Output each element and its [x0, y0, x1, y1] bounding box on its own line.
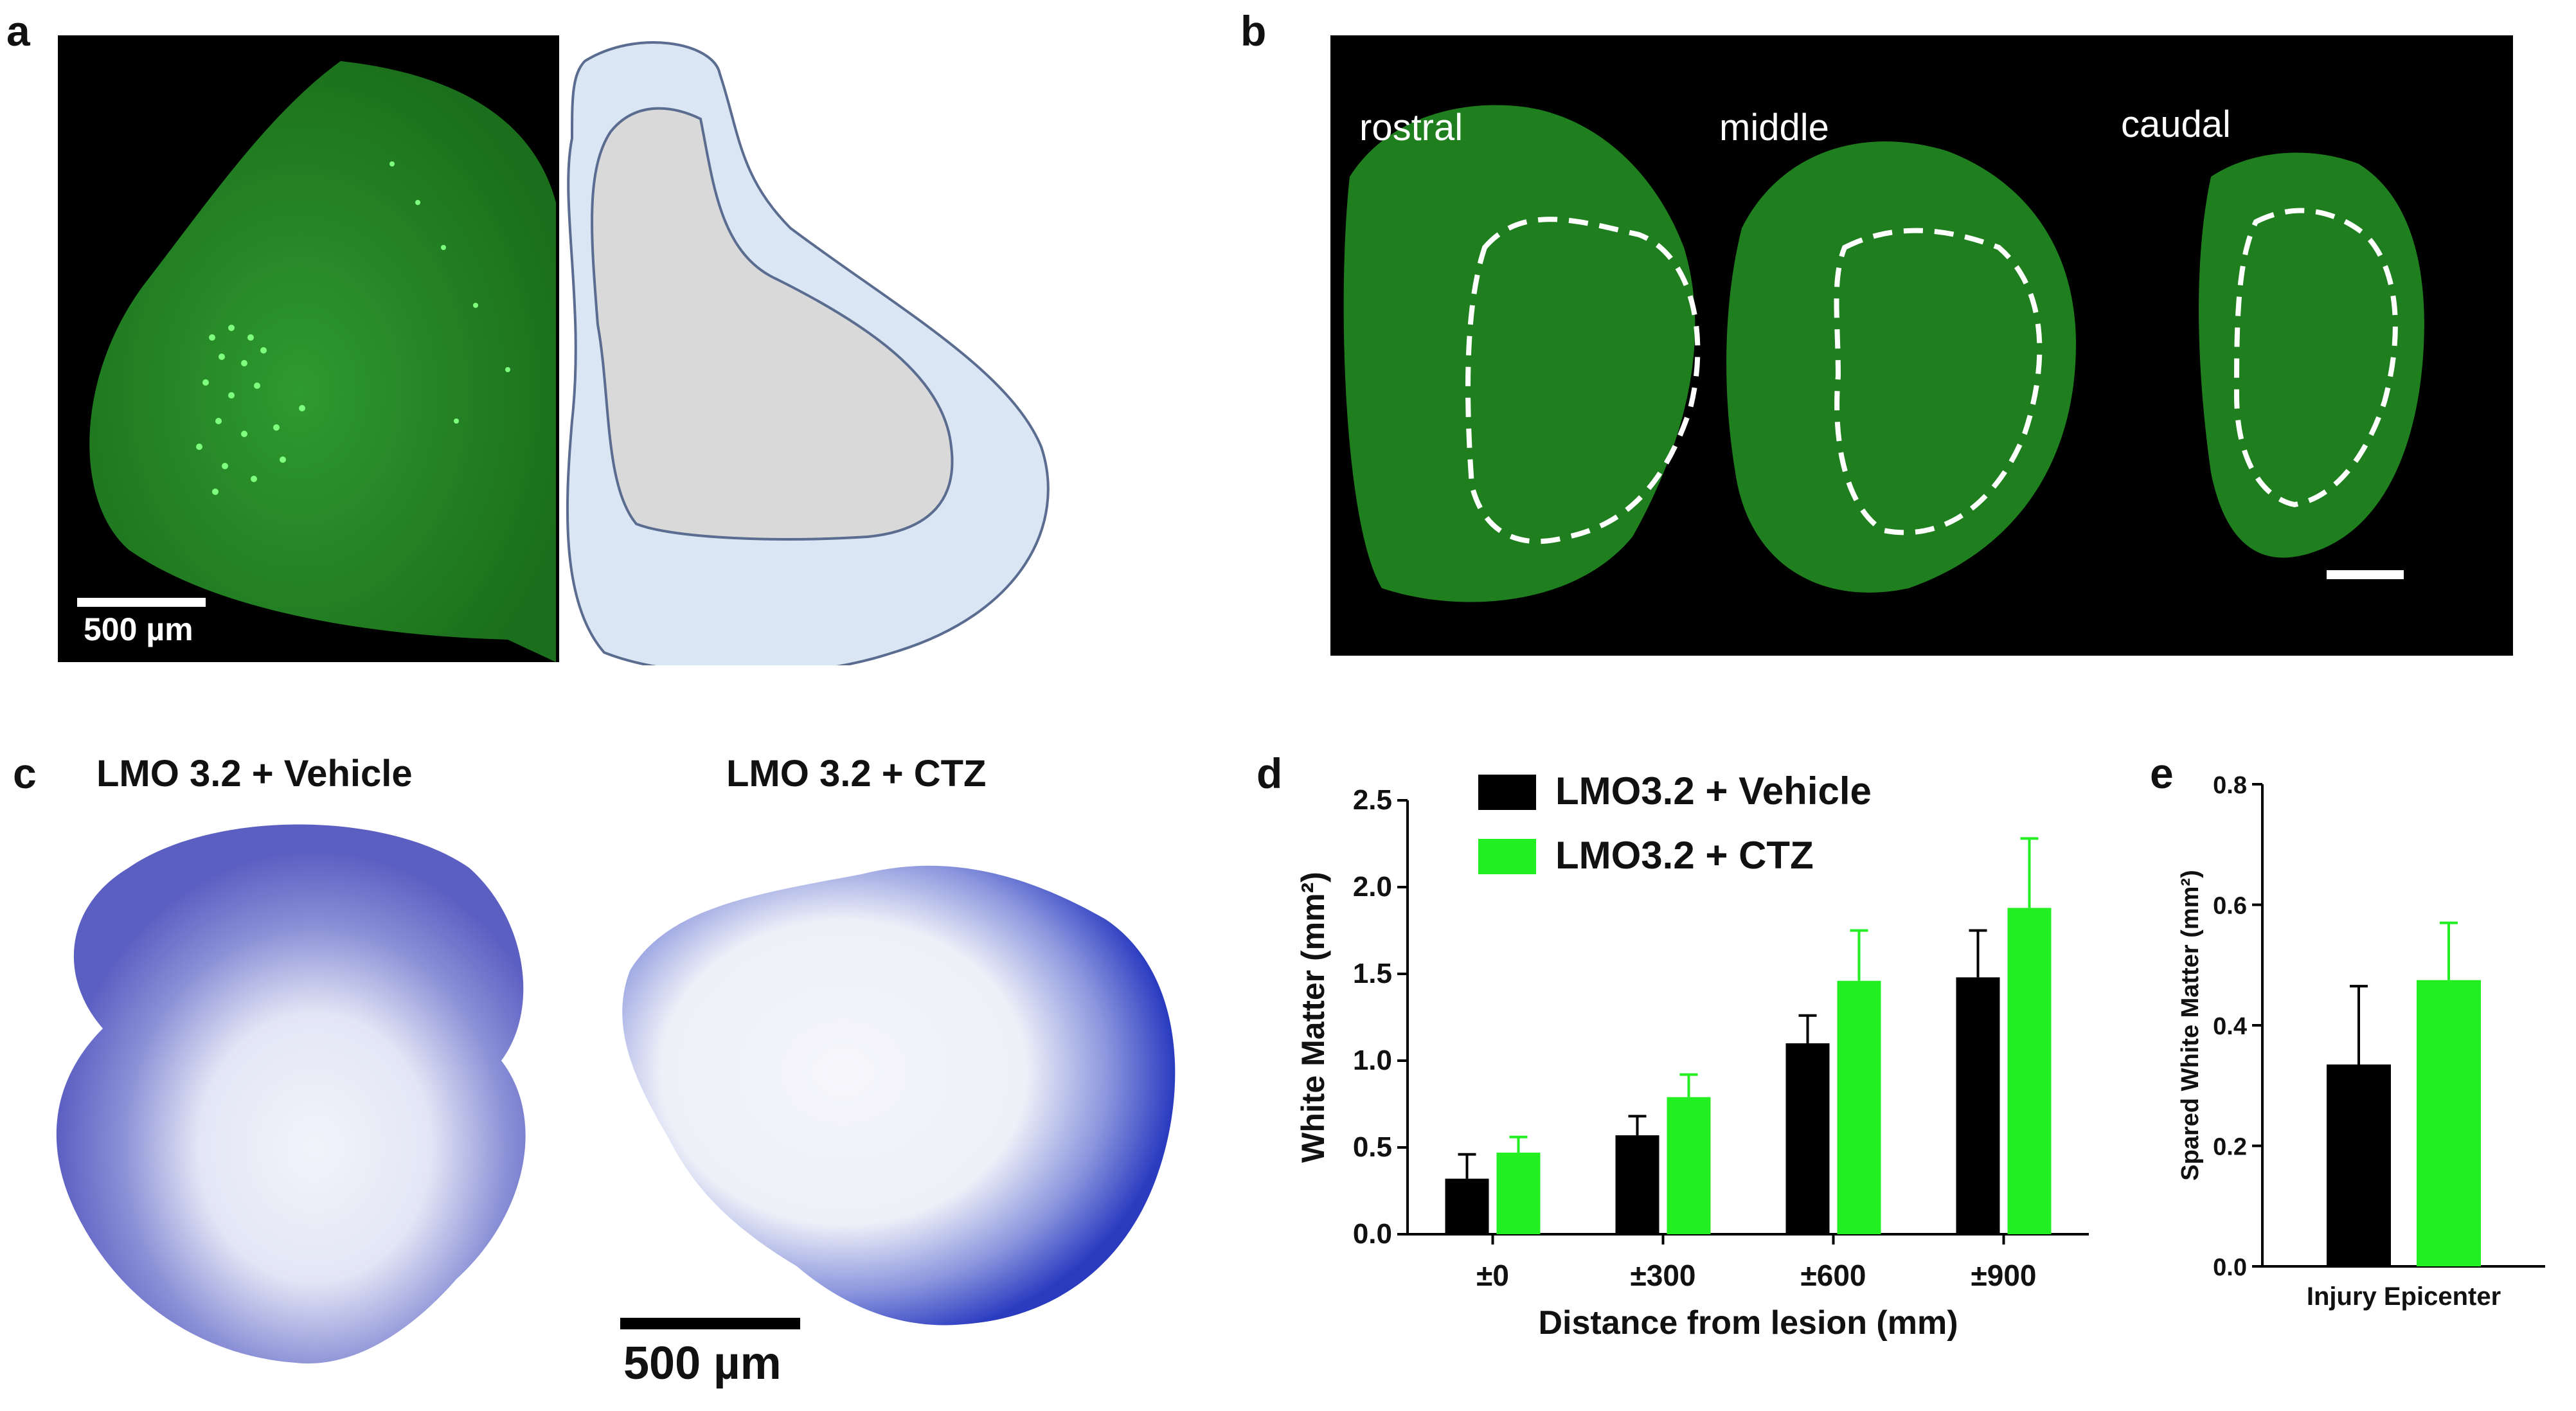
chart-e: 0.0 0.2 0.4 0.6 0.8 Spared White Matter (mm²)… [2177, 772, 2545, 1311]
panel-label-c: c [13, 750, 37, 797]
x-tick-label: ±0 [1476, 1259, 1509, 1292]
y-tick-label: 0.4 [2213, 1013, 2247, 1040]
x-tick-label: Injury Epicenter [2307, 1282, 2501, 1311]
scale-bar-c [620, 1318, 800, 1329]
middle-outline [1834, 228, 2043, 535]
y-tick-label: 0.8 [2213, 772, 2247, 799]
bar-vehicle [2327, 1064, 2391, 1266]
section-label-caudal: caudal [2121, 103, 2231, 145]
caudal-outline [2233, 208, 2398, 508]
y-tick-label: 1.5 [1353, 958, 1392, 989]
y-tick-label: 0.2 [2213, 1134, 2247, 1161]
scale-bar-b [2327, 570, 2404, 579]
x-tick-label: ±900 [1971, 1259, 2037, 1292]
y-axis-label: White Matter (mm²) [1295, 872, 1331, 1163]
bar-vehicle [1956, 977, 2000, 1234]
bar-vehicle [1615, 1135, 1659, 1234]
scale-bar-label-c: 500 µm [623, 1338, 782, 1389]
y-tick-label: 2.5 [1353, 784, 1392, 816]
panel-label-d: d [1257, 750, 1283, 797]
middle-section [1726, 141, 2076, 593]
caudal-section [2199, 152, 2424, 558]
section-label-middle: middle [1719, 107, 1829, 148]
gray-matter-region [591, 107, 954, 541]
x-tick-label: ±600 [1801, 1259, 1866, 1292]
bar-ctz [2417, 980, 2481, 1266]
legend-swatch-ctz [1478, 839, 1536, 874]
section-label-rostral: rostral [1359, 107, 1463, 148]
panel-a-figure [58, 35, 1050, 665]
bar-vehicle [1785, 1043, 1830, 1234]
vehicle-section [56, 824, 526, 1364]
legend-label-ctz: LMO3.2 + CTZ [1555, 834, 1814, 877]
panel-label-b: b [1240, 7, 1267, 55]
bar-vehicle [1445, 1178, 1489, 1234]
panel-label-a: a [6, 7, 30, 55]
condition-label-ctz: LMO 3.2 + CTZ [726, 753, 987, 795]
y-tick-label: 1.0 [1353, 1045, 1392, 1076]
y-tick-label: 0.0 [1353, 1218, 1392, 1250]
condition-label-vehicle: LMO 3.2 + Vehicle [96, 753, 413, 795]
y-tick-label: 2.0 [1353, 871, 1392, 903]
fluorescent-spinal-section [89, 61, 556, 662]
scale-bar [77, 598, 206, 607]
panel-b-figure [1330, 35, 2513, 656]
bar-ctz [1496, 1153, 1541, 1234]
legend-swatch-vehicle [1478, 775, 1536, 810]
fluorescent-cells [196, 161, 510, 495]
legend-label-vehicle: LMO3.2 + Vehicle [1555, 769, 1872, 813]
x-axis-label: Distance from lesion (mm) [1538, 1304, 1958, 1342]
bar-ctz [1667, 1097, 1711, 1234]
scale-bar-label-a: 500 µm [84, 611, 193, 647]
ctz-section [622, 865, 1176, 1326]
x-tick-label: ±300 [1631, 1259, 1696, 1292]
chart-d: 0.0 0.5 1.0 1.5 2.0 2.5 White Matter (mm²) ±0 ±3… [1295, 769, 2089, 1342]
y-axis-label: Spared White Matter (mm²) [2177, 870, 2204, 1180]
y-tick-label: 0.6 [2213, 893, 2247, 920]
y-tick-label: 0.5 [1353, 1131, 1392, 1163]
y-tick-label: 0.0 [2213, 1254, 2247, 1281]
panel-c-figure [56, 824, 1176, 1364]
bar-ctz [1837, 980, 1881, 1234]
panel-label-e: e [2150, 750, 2174, 797]
bar-ctz [2007, 908, 2052, 1234]
